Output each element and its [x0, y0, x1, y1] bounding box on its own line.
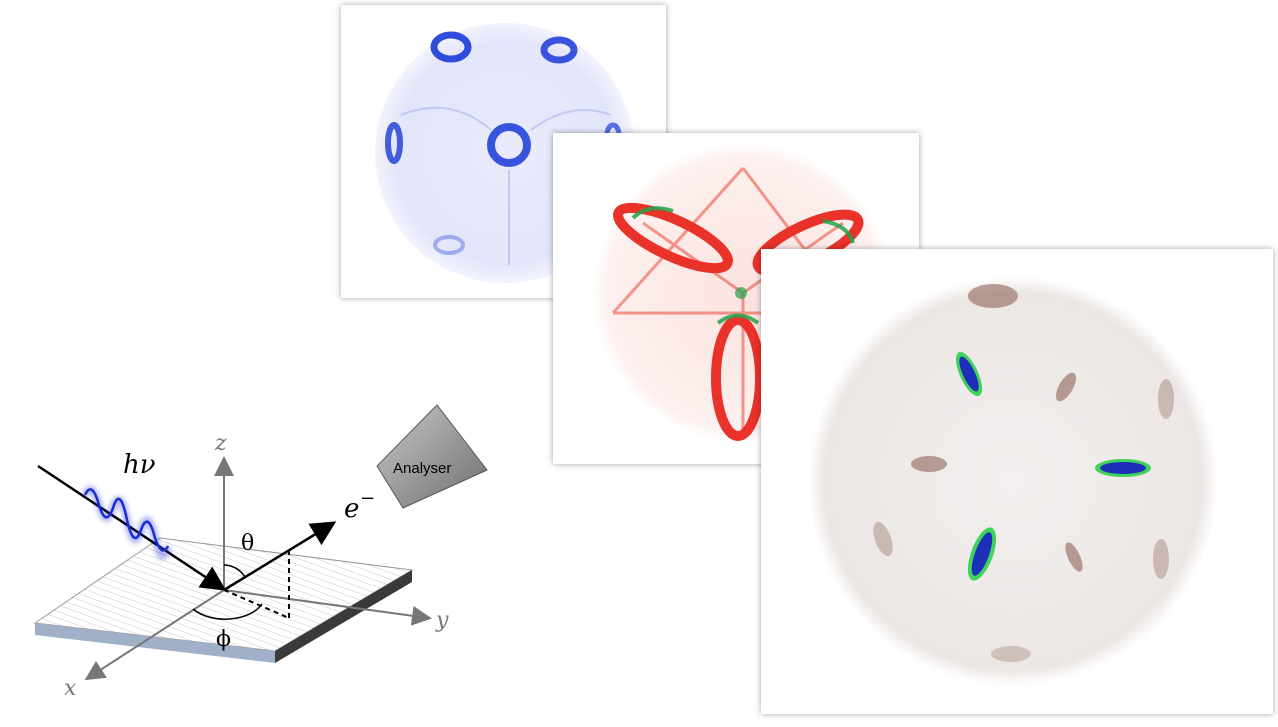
spot: [385, 122, 403, 164]
spot-core: [1100, 462, 1146, 474]
lobe: [613, 202, 733, 274]
spot: [433, 235, 465, 255]
analyser-shape: [376, 404, 488, 509]
electron-ray: [223, 521, 337, 592]
spot: [873, 521, 893, 557]
spot: [430, 31, 472, 63]
brown-spots: [873, 284, 1174, 662]
y-axis: [223, 589, 432, 626]
photoemission-pattern-spots: [761, 249, 1273, 714]
lobe: [711, 315, 765, 441]
spot: [487, 123, 531, 167]
projection-lines: [223, 550, 290, 619]
pattern-spots-image: [808, 276, 1218, 686]
spot: [1158, 379, 1174, 419]
spot: [540, 36, 578, 64]
y-axis-label: y: [435, 608, 449, 633]
phi-label: ϕ: [216, 627, 231, 652]
spot: [1153, 539, 1169, 579]
spot-core: [959, 356, 979, 392]
photon-wavepacket: [83, 488, 170, 552]
spot: [968, 284, 1018, 308]
analyser: Analyser: [376, 404, 488, 509]
bright-spots: [955, 351, 1151, 581]
spot: [991, 646, 1031, 662]
sample-surface: [33, 537, 414, 663]
detector-disk: [808, 276, 1218, 686]
photon-label: hν: [123, 450, 156, 480]
electron-charge-label: −: [360, 488, 375, 509]
z-axis-label: z: [214, 431, 227, 456]
analyser-label: Analyser: [393, 460, 451, 477]
spot: [1055, 372, 1077, 402]
photoemission-geometry-diagram: Analyser hν e − z y x θ ϕ: [33, 404, 488, 701]
spot-core: [971, 532, 993, 576]
x-axis-label: x: [64, 676, 77, 701]
incident-photon: [37, 464, 227, 591]
phi-arc: [192, 603, 263, 620]
spot: [911, 456, 947, 472]
theta-label: θ: [241, 531, 254, 556]
theta-arc: [223, 564, 246, 578]
x-axis: [84, 589, 225, 681]
electron-label: e: [344, 494, 359, 524]
spot: [1065, 542, 1083, 572]
